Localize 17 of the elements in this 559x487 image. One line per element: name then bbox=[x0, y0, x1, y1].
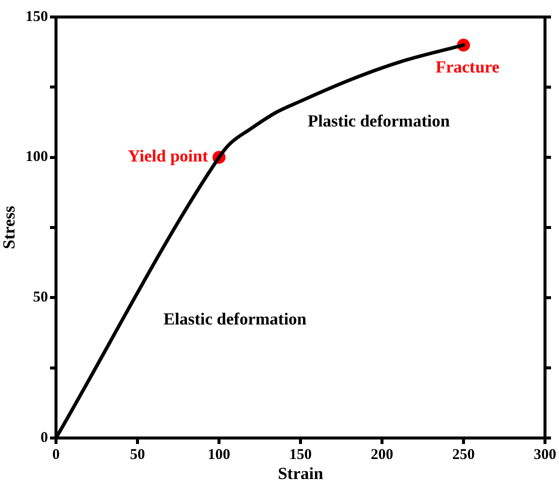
y-tick-label: 0 bbox=[40, 430, 48, 446]
x-tick-label: 100 bbox=[208, 446, 230, 463]
data-label: Fracture bbox=[436, 57, 500, 76]
y-tick-label: 150 bbox=[26, 8, 48, 25]
x-tick-label: 50 bbox=[130, 446, 145, 463]
annotation: Plastic deformation bbox=[308, 112, 450, 131]
x-tick-label: 150 bbox=[289, 446, 312, 463]
y-tick-label: 50 bbox=[33, 290, 48, 306]
data-label: Yield point bbox=[128, 146, 208, 166]
x-tick-label: 300 bbox=[534, 446, 556, 463]
x-tick-label: 250 bbox=[452, 446, 475, 463]
x-axis-title: Strain bbox=[278, 464, 324, 484]
y-tick-label: 100 bbox=[26, 149, 48, 166]
y-axis-title: Stress bbox=[0, 206, 19, 250]
annotation: Elastic deformation bbox=[163, 310, 308, 329]
x-tick-label: 0 bbox=[52, 446, 60, 463]
x-tick-label: 200 bbox=[370, 446, 394, 463]
